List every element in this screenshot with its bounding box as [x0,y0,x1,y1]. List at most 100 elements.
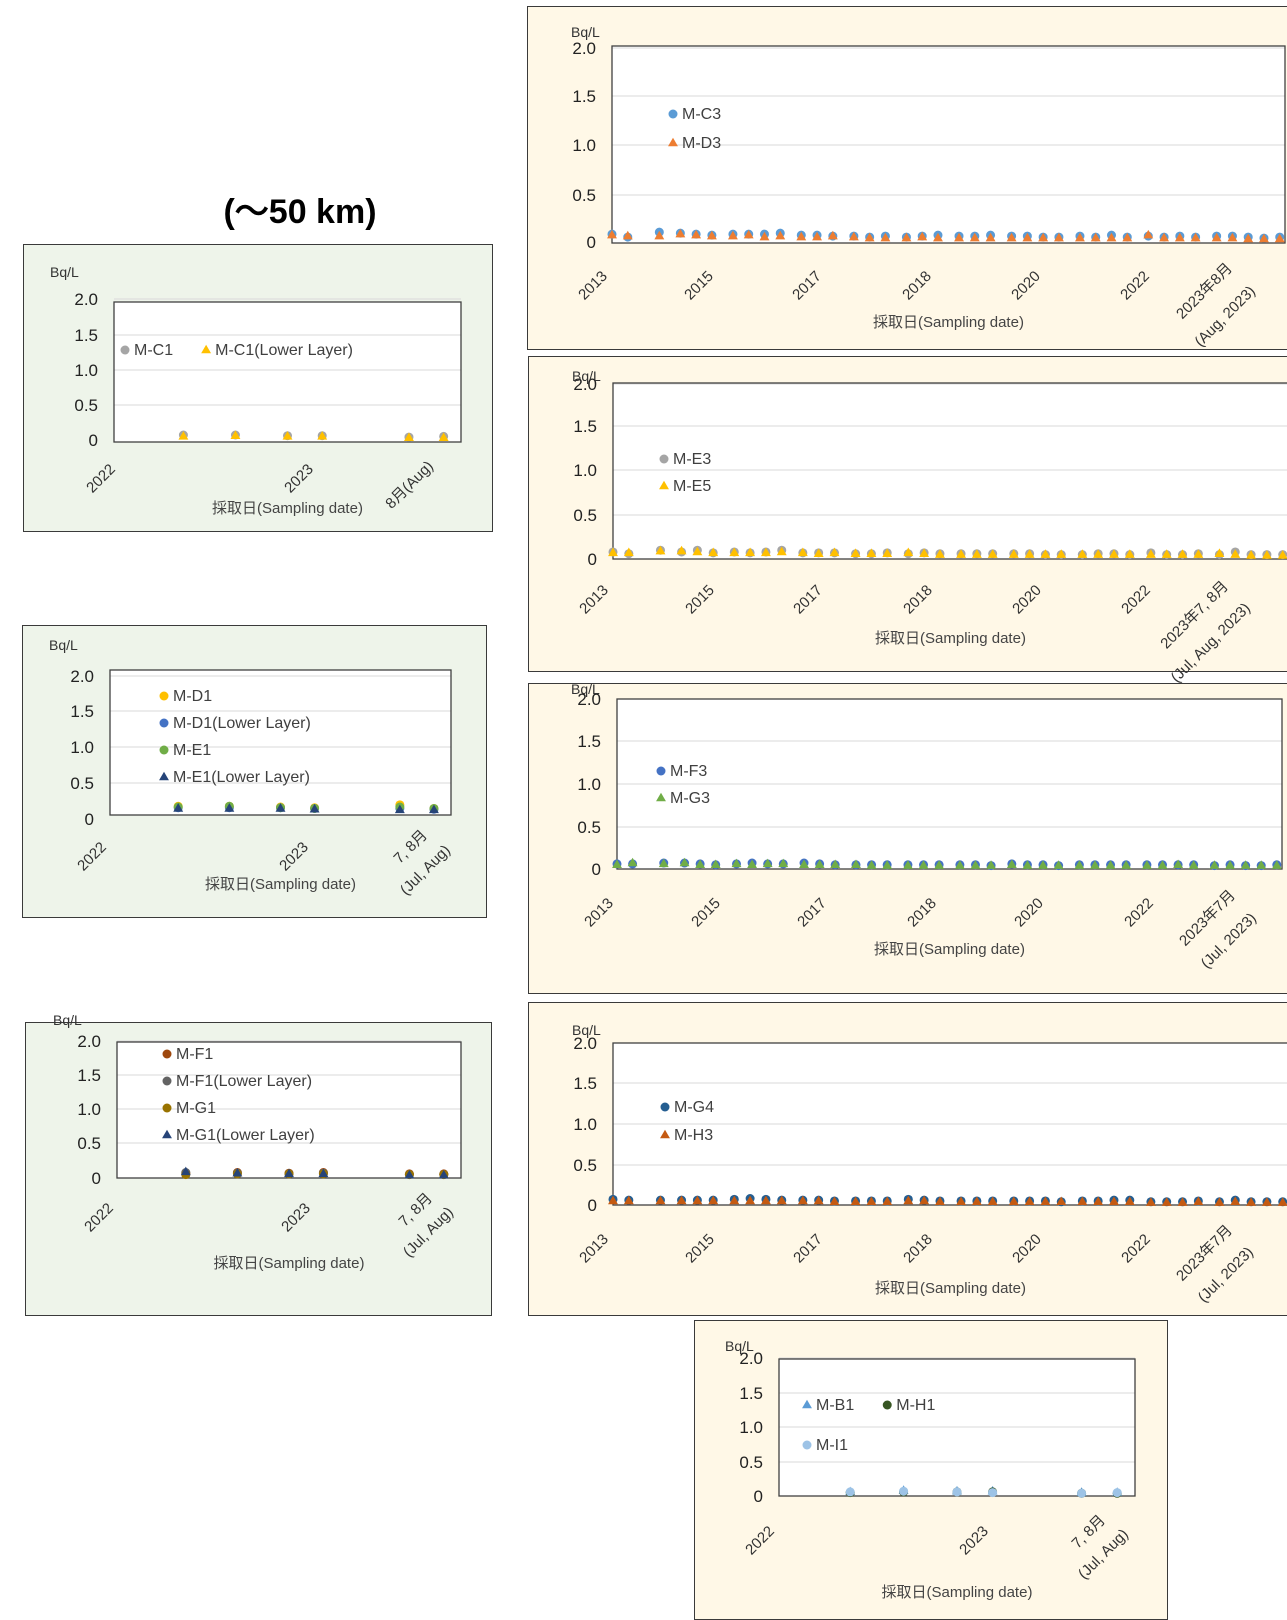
y-axis-label: Bq/L [571,681,600,697]
x-tick-label: 2020 [1009,582,1045,618]
legend-marker [160,746,169,755]
y-tick-label: 1.0 [572,136,596,155]
y-axis-label: Bq/L [49,637,78,653]
y-tick-label: 1.5 [577,732,601,751]
y-tick-label: 0 [588,550,597,569]
y-tick-label: 0 [754,1487,763,1506]
x-tick-label: 2020 [1011,895,1047,931]
plot-area [110,670,451,815]
legend-label: M-G4 [674,1099,714,1116]
y-axis-label: Bq/L [50,264,79,280]
y-tick-label: 1.5 [74,326,98,345]
legend-label: M-F3 [670,763,707,780]
x-tick-label: 2017 [789,268,825,304]
x-tick-label: 2018 [900,1231,936,1267]
y-tick-label: 1.0 [74,361,98,380]
y-tick-label: 1.5 [77,1066,101,1085]
x-tick-label: 2015 [682,582,718,618]
x-tick-label: 2015 [681,268,717,304]
y-tick-label: 0 [587,233,596,252]
legend-marker [163,1077,172,1086]
x-tick-label: 2013 [576,582,612,618]
x-axis-label: 採取日(Sampling date) [875,1280,1026,1297]
legend-label: M-B1 [816,1397,854,1414]
legend-label: M-E1(Lower Layer) [173,769,310,786]
x-tick-label: 2022 [81,1200,117,1236]
legend-marker [657,767,666,776]
x-tick-label: 2022 [1121,895,1157,931]
y-tick-label: 0.5 [573,1156,597,1175]
x-tick-label: 2023 [276,839,312,875]
page-title: (～50 km) [140,184,460,233]
y-tick-label: 0 [92,1169,101,1188]
x-tick-label: 2023 [956,1523,992,1559]
x-tick-label: 2022 [1117,268,1153,304]
y-tick-label: 1.0 [77,1100,101,1119]
legend-label: M-C1 [134,342,173,359]
y-tick-label: 0.5 [573,506,597,525]
legend-label: M-G3 [670,790,710,807]
legend-label: M-E1 [173,742,211,759]
y-axis-label: Bq/L [571,24,600,40]
legend-marker [661,1103,670,1112]
data-point [1077,1489,1086,1498]
x-tick-label: 2022 [1118,582,1154,618]
x-tick-label: 2013 [581,895,617,931]
x-tick-label: 2013 [576,1231,612,1267]
x-tick-label: 2020 [1008,268,1044,304]
x-axis-label: 採取日(Sampling date) [873,314,1024,331]
legend-label: M-F1(Lower Layer) [176,1073,312,1090]
y-tick-label: 0.5 [739,1453,763,1472]
y-tick-label: 0.5 [70,774,94,793]
y-tick-label: 0.5 [577,818,601,837]
y-tick-label: 0 [588,1196,597,1215]
x-tick-label: 2015 [682,1231,718,1267]
x-tick-label: 2022 [1118,1231,1154,1267]
legend-label: M-C3 [682,106,721,123]
legend-marker [163,1104,172,1113]
x-tick-label: 2022 [74,839,110,875]
plot-area [613,383,1287,559]
y-tick-label: 1.5 [739,1384,763,1403]
x-tick-label: 2023 [281,461,317,497]
y-tick-label: 1.5 [572,87,596,106]
legend-label: M-D3 [682,135,721,152]
y-axis-label: Bq/L [53,1012,82,1028]
y-tick-label: 1.5 [70,702,94,721]
y-tick-label: 2.0 [77,1032,101,1051]
data-point [899,1487,908,1496]
y-axis-label: Bq/L [725,1338,754,1354]
data-point [953,1487,962,1496]
y-axis-label: Bq/L [572,1022,601,1038]
legend-marker [883,1401,892,1410]
y-tick-label: 1.0 [577,775,601,794]
x-tick-label: (Jul, Aug, 2023) [1168,600,1254,686]
x-axis-label: 採取日(Sampling date) [882,1584,1033,1601]
x-axis-label: 採取日(Sampling date) [214,1255,365,1272]
x-tick-label: 2020 [1009,1231,1045,1267]
legend-label: M-I1 [816,1437,848,1454]
y-tick-label: 0 [592,860,601,879]
legend-marker [669,110,678,119]
legend-marker [803,1441,812,1450]
y-tick-label: 0.5 [77,1134,101,1153]
legend-label: M-E3 [673,451,711,468]
x-tick-label: 2017 [790,582,826,618]
legend-marker [160,692,169,701]
y-tick-label: 2.0 [572,39,596,58]
x-tick-label: 2022 [83,461,119,497]
x-axis-label: 採取日(Sampling date) [874,941,1025,958]
x-tick-label: 2018 [900,582,936,618]
legend-label: M-E5 [673,478,711,495]
y-axis-label: Bq/L [572,368,601,384]
x-axis-label: 採取日(Sampling date) [212,500,363,517]
